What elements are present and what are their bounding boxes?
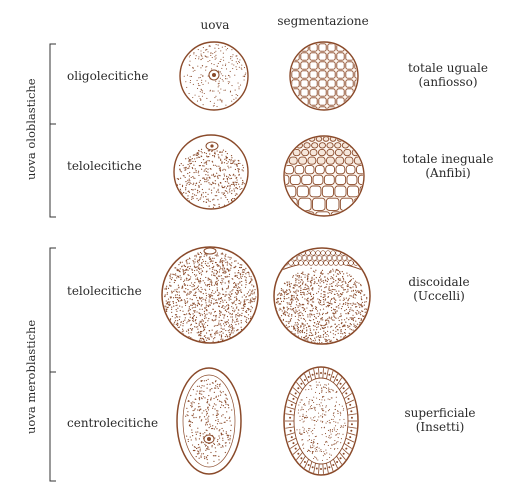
column-header-segmentation: segmentazione [277, 14, 369, 28]
egg-oligolecitiche-icon [179, 41, 249, 111]
segmentation-type-2: totale ineguale [402, 152, 494, 166]
bracket-oloblastiche [49, 43, 56, 218]
column-header-egg: uova [200, 18, 230, 32]
egg-type-label-1: oligolecitiche [67, 69, 149, 83]
egg-telolecitiche-uccelli-icon [161, 246, 259, 344]
egg-type-label-2: telolecitiche [67, 159, 142, 173]
bracket-meroblastiche [49, 247, 56, 482]
egg-type-label-3: telolecitiche [67, 284, 142, 298]
group-label-meroblastiche: uova meroblastiche [24, 319, 38, 434]
example-organism-4: (Insetti) [415, 419, 465, 434]
egg-type-label-4: centrolecitiche [67, 416, 159, 430]
segmentation-label-3: discoidale (Uccelli) [394, 275, 484, 304]
segmentation-type-1: totale uguale [407, 61, 488, 75]
segmentation-type-3: discoidale [408, 275, 470, 289]
segmentation-superficiale-icon [283, 366, 359, 476]
segmentation-type-4: superficiale [404, 406, 476, 420]
example-organism-1: (anfiosso) [418, 74, 478, 89]
group-label-oloblastiche: uova oloblastiche [24, 78, 38, 180]
segmentation-label-4: superficiale (Insetti) [400, 406, 480, 435]
egg-centrolecitiche-icon [176, 367, 242, 475]
egg-telolecitiche-anfibi-icon [173, 134, 249, 210]
example-organism-3: (Uccelli) [413, 288, 465, 303]
segmentation-totale-uguale-icon [289, 41, 359, 111]
segmentation-label-2: totale ineguale (Anfibi) [394, 152, 502, 181]
example-organism-2: (Anfibi) [425, 165, 471, 180]
segmentation-discoidale-icon [273, 247, 371, 345]
segmentation-totale-ineguale-icon [283, 135, 365, 217]
segmentation-label-1: totale uguale (anfiosso) [394, 61, 502, 90]
